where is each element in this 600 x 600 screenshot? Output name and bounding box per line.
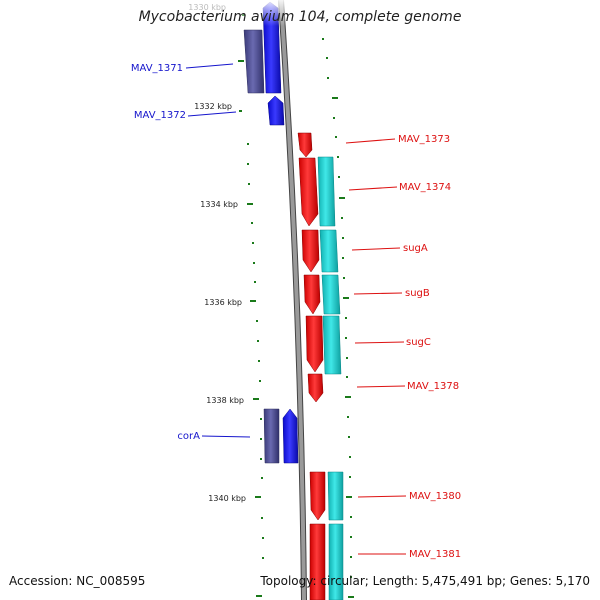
gene-mav-1374-cyan[interactable]	[317, 156, 336, 227]
leader-line	[357, 495, 407, 498]
reverse-gene-labels: MAV_1373 MAV_1374 sugA sugB sugC MAV_137…	[345, 134, 461, 560]
genome-backbone	[278, 0, 307, 600]
scale-label: 1340 kbp	[208, 494, 246, 503]
top-fade	[230, 0, 300, 26]
gene-label-mav-1378[interactable]: MAV_1378	[407, 381, 459, 392]
gene-label-sugc[interactable]: sugC	[406, 337, 431, 348]
leader-line	[345, 138, 396, 144]
leader-line	[356, 385, 406, 388]
gene-sugc-cyan[interactable]	[322, 315, 342, 375]
gene-sugb[interactable]	[303, 274, 321, 315]
gene-label-mav-1374[interactable]: MAV_1374	[399, 182, 451, 193]
scale-ticks-outer	[322, 38, 354, 598]
leader-line	[353, 292, 403, 295]
gene-label-mav-1380[interactable]: MAV_1380	[409, 491, 461, 502]
gene-mav-1380[interactable]	[309, 471, 326, 521]
accession-label: Accession: NC_008595	[9, 574, 146, 588]
gene-mav-1373[interactable]	[297, 132, 313, 158]
gene-mav-1374[interactable]	[298, 157, 319, 227]
scale-label: 1334 kbp	[200, 200, 238, 209]
reverse-genes	[297, 132, 344, 600]
forward-gene-labels: MAV_1371 MAV_1372 corA	[131, 63, 251, 442]
leader-line	[351, 247, 401, 251]
gene-mav-1378[interactable]	[307, 373, 324, 403]
map-title: Mycobacterium avium 104, complete genome	[138, 9, 462, 25]
scale-label: 1336 kbp	[204, 298, 242, 307]
leader-line	[354, 341, 405, 344]
gene-sugc[interactable]	[305, 315, 324, 373]
gene-mav-1381-cyan[interactable]	[328, 523, 344, 600]
leader-line	[201, 435, 251, 438]
gene-label-cora[interactable]: corA	[177, 431, 200, 442]
scale-labels: 1330 kbp 1332 kbp 1334 kbp 1336 kbp 1338…	[188, 3, 246, 503]
scale-label: 1330 kbp	[188, 3, 226, 12]
gene-mav-1380-cyan[interactable]	[327, 471, 344, 521]
gene-label-mav-1381[interactable]: MAV_1381	[409, 549, 461, 560]
leader-line	[185, 63, 234, 69]
gene-cora-block[interactable]	[263, 408, 280, 464]
gene-mav-1381[interactable]	[309, 523, 326, 600]
genome-summary: Topology: circular; Length: 5,475,491 bp…	[260, 574, 590, 588]
gene-cora-arrow[interactable]	[282, 408, 299, 464]
leader-line	[187, 111, 237, 117]
gene-mav-1371-block[interactable]	[243, 29, 265, 94]
gene-sugb-cyan[interactable]	[321, 274, 341, 315]
genome-backbone-highlight	[279, 0, 306, 600]
scale-label: 1332 kbp	[194, 102, 232, 111]
gene-mav-1372-arrow[interactable]	[267, 95, 285, 126]
gene-suga-cyan[interactable]	[319, 229, 339, 273]
scale-label: 1338 kbp	[206, 396, 244, 405]
gene-label-sugb[interactable]: sugB	[405, 288, 430, 299]
forward-genes	[243, 1, 299, 464]
gene-label-mav-1372[interactable]: MAV_1372	[134, 110, 186, 121]
gene-label-suga[interactable]: sugA	[403, 243, 428, 254]
gene-label-mav-1373[interactable]: MAV_1373	[398, 134, 450, 145]
leader-line	[348, 186, 398, 191]
gene-suga[interactable]	[301, 229, 320, 273]
gene-label-mav-1371[interactable]: MAV_1371	[131, 63, 183, 74]
